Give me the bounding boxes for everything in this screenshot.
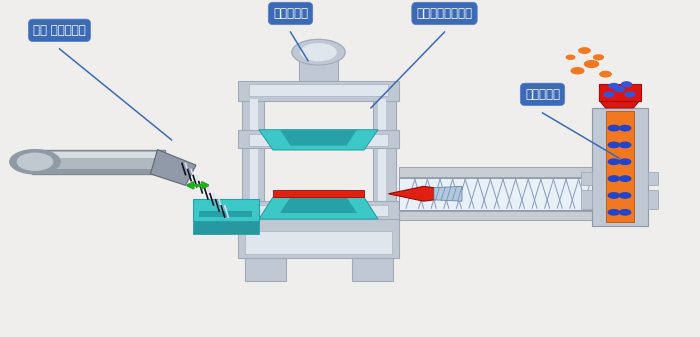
Text: 복합동시성형금형: 복합동시성형금형 xyxy=(416,7,473,20)
Polygon shape xyxy=(280,130,357,146)
FancyBboxPatch shape xyxy=(250,99,258,209)
Circle shape xyxy=(609,84,619,88)
Circle shape xyxy=(620,210,631,215)
Polygon shape xyxy=(389,186,434,201)
Circle shape xyxy=(620,125,631,131)
Circle shape xyxy=(571,68,584,74)
FancyBboxPatch shape xyxy=(373,99,395,209)
Polygon shape xyxy=(259,130,378,150)
Circle shape xyxy=(584,61,598,67)
FancyBboxPatch shape xyxy=(248,134,389,146)
Circle shape xyxy=(301,44,336,61)
FancyBboxPatch shape xyxy=(32,169,164,174)
Circle shape xyxy=(608,125,620,131)
Text: 고온 혼합압출기: 고온 혼합압출기 xyxy=(33,24,86,37)
FancyBboxPatch shape xyxy=(273,190,364,197)
FancyBboxPatch shape xyxy=(378,99,386,209)
FancyBboxPatch shape xyxy=(248,84,389,96)
Circle shape xyxy=(292,39,345,65)
FancyBboxPatch shape xyxy=(606,111,634,222)
FancyBboxPatch shape xyxy=(648,172,658,185)
FancyBboxPatch shape xyxy=(32,152,164,158)
FancyBboxPatch shape xyxy=(238,130,399,148)
FancyBboxPatch shape xyxy=(248,205,389,216)
Polygon shape xyxy=(280,197,357,213)
Circle shape xyxy=(608,159,620,164)
FancyBboxPatch shape xyxy=(238,201,399,219)
Circle shape xyxy=(620,142,631,148)
Circle shape xyxy=(620,193,631,198)
FancyBboxPatch shape xyxy=(299,54,338,81)
Polygon shape xyxy=(259,197,378,219)
FancyBboxPatch shape xyxy=(399,167,612,177)
Circle shape xyxy=(579,48,590,53)
Circle shape xyxy=(566,55,575,59)
Circle shape xyxy=(608,210,620,215)
Text: 사출성형기: 사출성형기 xyxy=(525,88,560,101)
FancyBboxPatch shape xyxy=(245,258,286,281)
FancyBboxPatch shape xyxy=(238,81,399,101)
Circle shape xyxy=(604,92,614,97)
FancyBboxPatch shape xyxy=(193,199,259,221)
FancyBboxPatch shape xyxy=(399,178,612,210)
Circle shape xyxy=(594,55,603,60)
FancyBboxPatch shape xyxy=(245,231,392,254)
FancyBboxPatch shape xyxy=(199,211,252,217)
FancyBboxPatch shape xyxy=(399,211,612,220)
Circle shape xyxy=(620,159,631,164)
Circle shape xyxy=(620,176,631,181)
FancyBboxPatch shape xyxy=(648,190,658,209)
FancyBboxPatch shape xyxy=(193,221,259,234)
Polygon shape xyxy=(32,150,164,174)
Polygon shape xyxy=(150,150,196,185)
Circle shape xyxy=(18,153,52,170)
Text: 압축성형기: 압축성형기 xyxy=(273,7,308,20)
FancyBboxPatch shape xyxy=(241,99,264,209)
FancyBboxPatch shape xyxy=(581,190,592,209)
FancyBboxPatch shape xyxy=(352,258,393,281)
FancyBboxPatch shape xyxy=(592,108,648,226)
Circle shape xyxy=(608,176,620,181)
Circle shape xyxy=(10,150,60,174)
Circle shape xyxy=(615,87,624,92)
FancyBboxPatch shape xyxy=(238,219,399,258)
Circle shape xyxy=(608,193,620,198)
FancyBboxPatch shape xyxy=(581,172,592,185)
Polygon shape xyxy=(600,101,639,108)
Circle shape xyxy=(622,82,631,87)
Polygon shape xyxy=(434,186,462,201)
Circle shape xyxy=(608,142,620,148)
Circle shape xyxy=(600,71,611,77)
FancyBboxPatch shape xyxy=(598,84,640,101)
Circle shape xyxy=(625,92,635,97)
